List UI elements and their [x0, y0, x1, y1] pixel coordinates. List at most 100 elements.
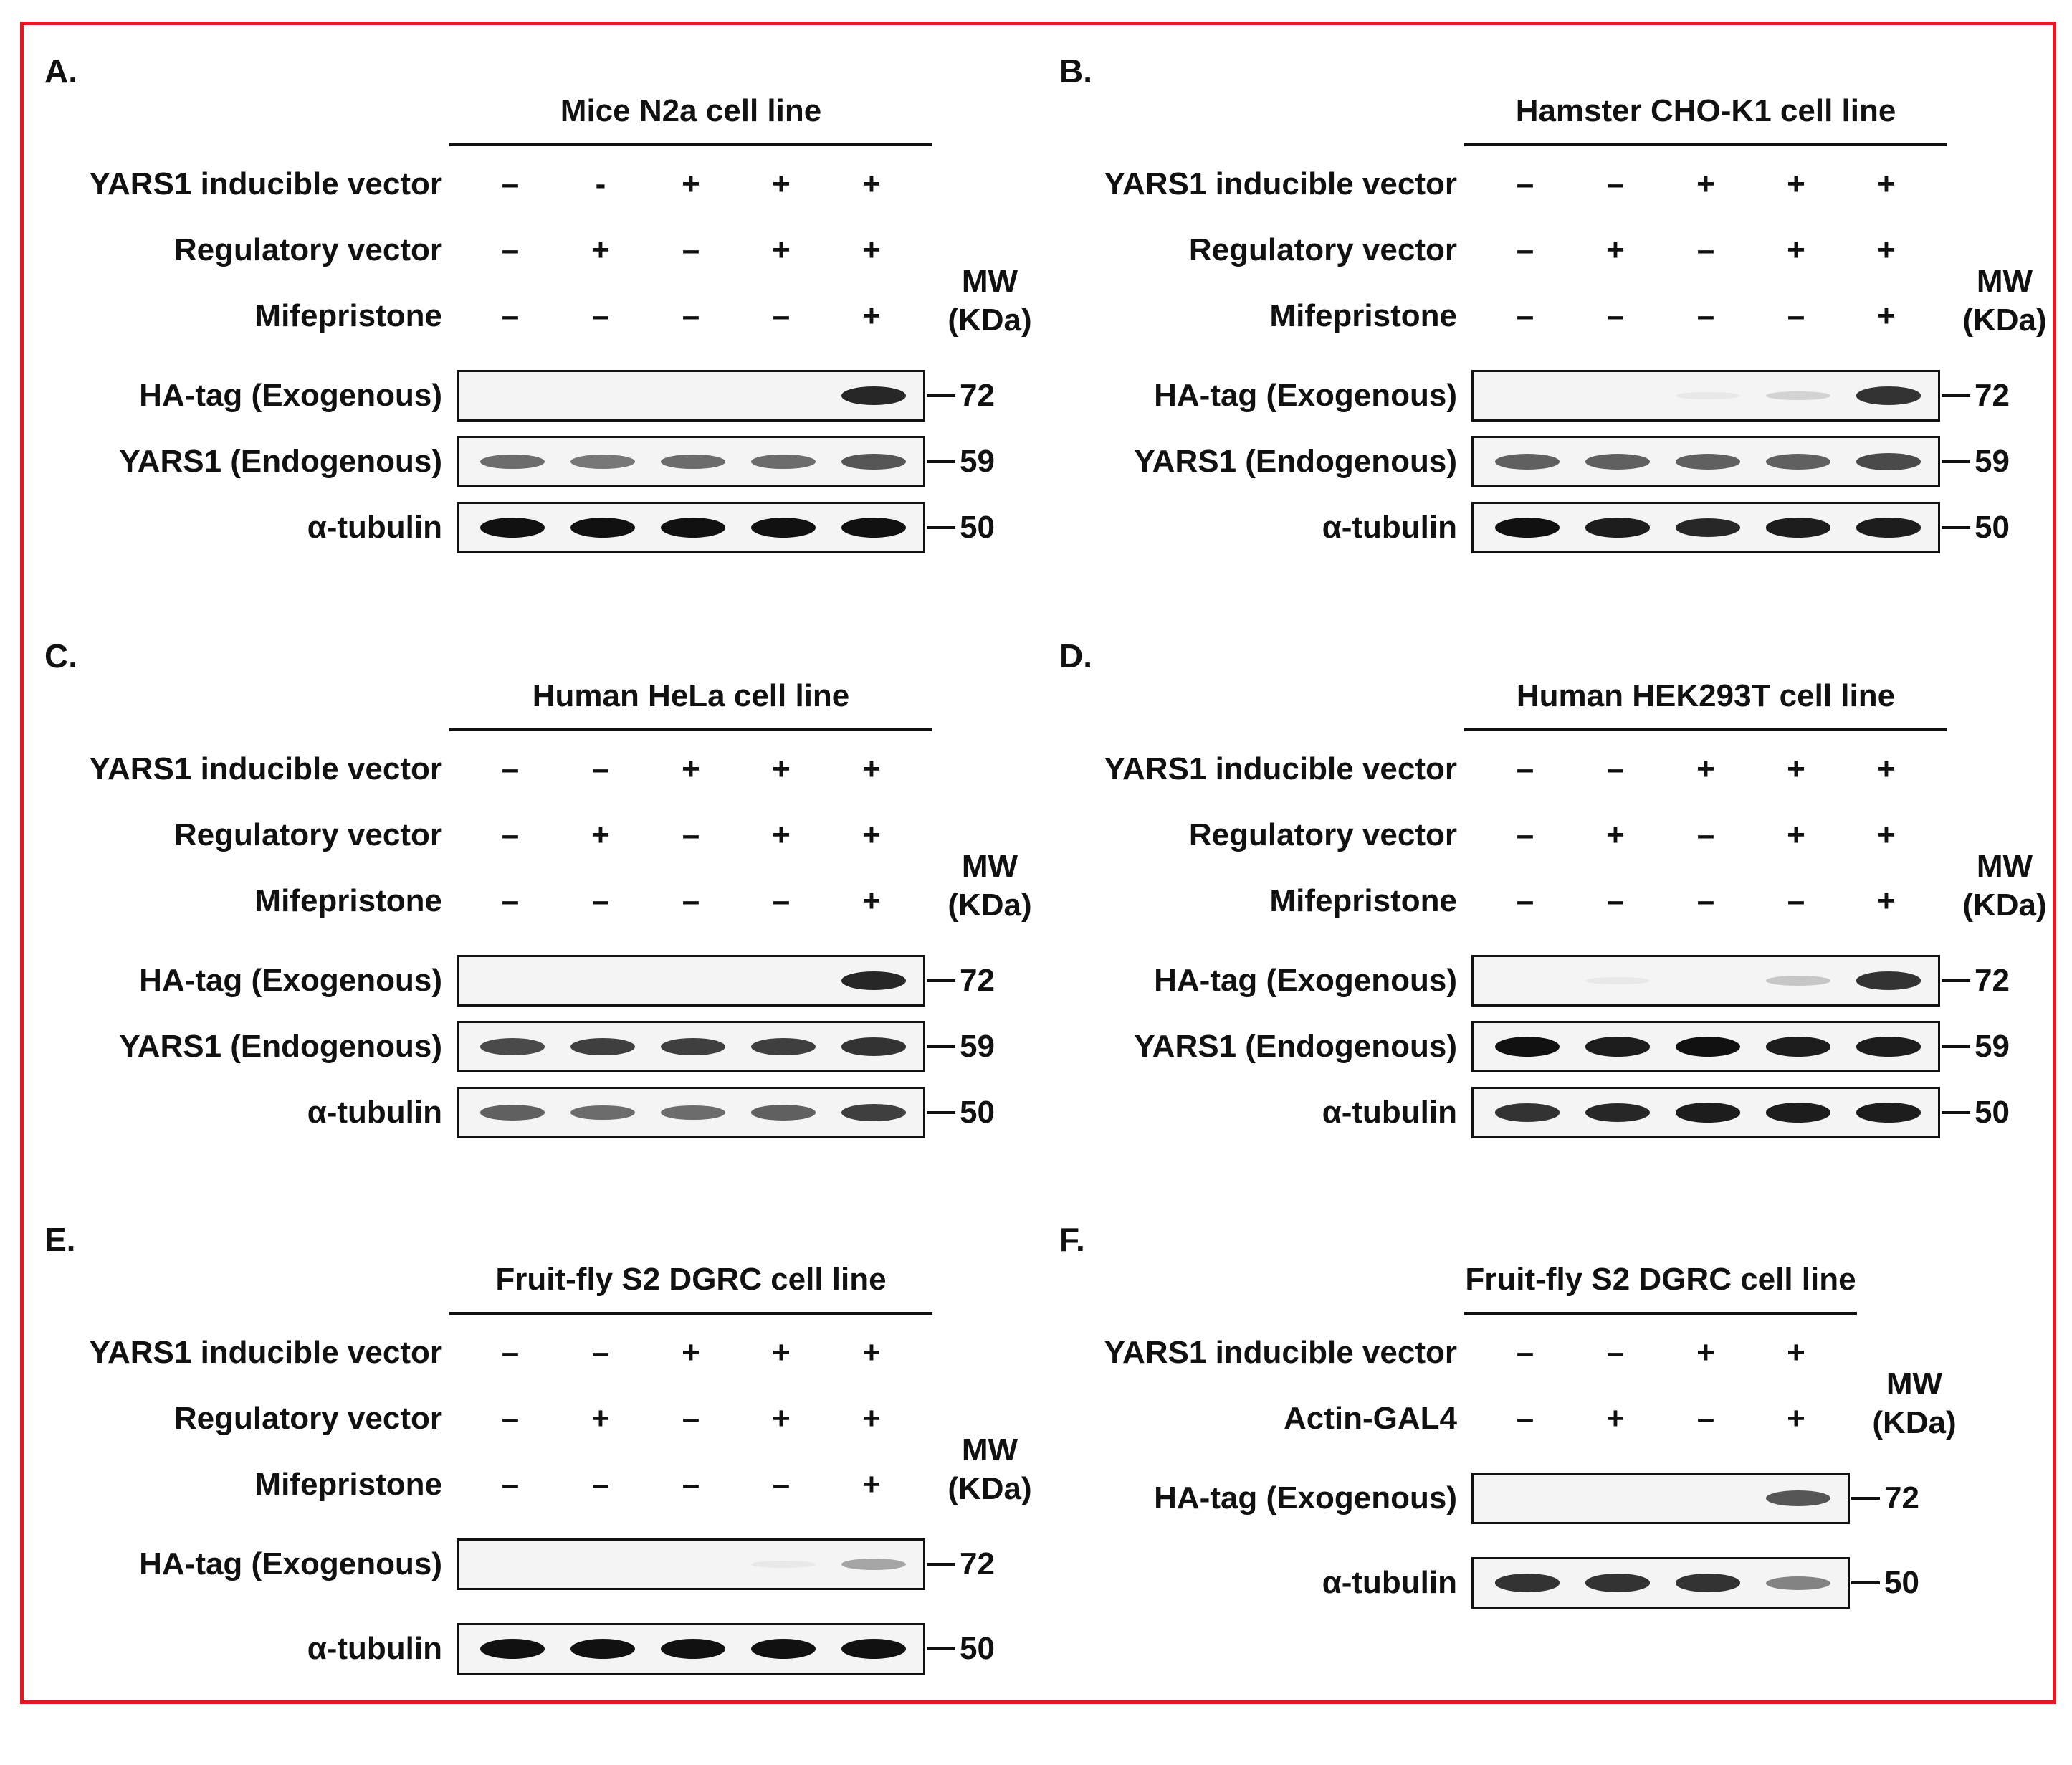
condition-symbol: – — [682, 883, 700, 918]
protein-band — [1495, 1103, 1560, 1122]
condition-symbol: + — [1787, 1335, 1805, 1370]
protein-band — [1856, 386, 1921, 405]
protein-band — [841, 518, 906, 538]
protein-band — [1766, 518, 1830, 538]
protein-band — [841, 1558, 906, 1571]
protein-band — [480, 454, 545, 470]
condition-label: Regulatory vector — [1188, 817, 1457, 852]
protein-band — [1676, 391, 1740, 400]
western-blot-strip — [457, 1021, 925, 1072]
condition-symbol: + — [862, 1335, 881, 1370]
mw-marker-value: 50 — [960, 1631, 995, 1666]
mw-marker-tick — [927, 394, 955, 397]
condition-symbol: + — [1877, 751, 1896, 786]
mw-header: MW (KDa) — [932, 1431, 1047, 1508]
cell-line-title: Mice N2a cell line — [560, 93, 822, 128]
condition-symbol: + — [1787, 1401, 1805, 1436]
condition-symbol: – — [1516, 1401, 1534, 1436]
protein-band — [1856, 453, 1921, 470]
condition-symbol: + — [1877, 232, 1896, 267]
condition-label: Mifepristone — [254, 1467, 442, 1502]
condition-symbol: – — [1516, 883, 1534, 918]
western-blot-strip — [1471, 502, 1940, 553]
condition-symbol: + — [1787, 817, 1805, 852]
western-blot-strip — [457, 502, 925, 553]
condition-symbol: – — [1696, 298, 1715, 333]
condition-symbol: + — [1877, 817, 1896, 852]
protein-band — [1676, 1037, 1740, 1057]
condition-symbol: – — [501, 232, 520, 267]
condition-symbol: + — [682, 1335, 700, 1370]
protein-band — [1585, 976, 1650, 985]
condition-symbol: - — [595, 166, 606, 201]
condition-symbol: + — [862, 751, 881, 786]
protein-band — [661, 1105, 725, 1121]
condition-symbol: + — [591, 1401, 610, 1436]
protein-band — [841, 1639, 906, 1659]
condition-symbol: + — [591, 232, 610, 267]
blot-label: α-tubulin — [307, 510, 442, 545]
blot-label: HA-tag (Exogenous) — [1154, 378, 1457, 413]
mw-marker-tick — [927, 1563, 955, 1566]
title-underline — [449, 143, 932, 146]
condition-symbol: – — [1787, 883, 1805, 918]
condition-symbol: + — [1696, 166, 1715, 201]
condition-symbol: + — [772, 751, 791, 786]
western-blot-strip — [1471, 436, 1940, 487]
mw-marker-value: 72 — [960, 378, 995, 413]
blot-label: YARS1 (Endogenous) — [1134, 444, 1457, 479]
panel-f: F. Fruit-fly S2 DGRC cell line YARS1 induc… — [1059, 1220, 2063, 1765]
condition-symbol: – — [1516, 232, 1534, 267]
protein-band — [570, 1105, 635, 1121]
protein-band — [1495, 518, 1560, 538]
western-blot-strip — [457, 436, 925, 487]
mw-header-line1: MW — [961, 1432, 1018, 1467]
panel-label: C. — [44, 637, 77, 675]
protein-band — [1676, 1574, 1740, 1592]
protein-band — [661, 454, 725, 470]
protein-band — [751, 1105, 816, 1121]
protein-band — [1495, 1037, 1560, 1057]
protein-band — [841, 453, 906, 470]
blot-label: α-tubulin — [1322, 1565, 1457, 1600]
protein-band — [1585, 1574, 1650, 1592]
mw-marker-tick — [927, 1647, 955, 1650]
mw-marker-tick — [927, 1111, 955, 1114]
condition-symbol: + — [772, 166, 791, 201]
condition-symbol: – — [682, 817, 700, 852]
condition-label: Mifepristone — [254, 883, 442, 918]
condition-symbol: – — [591, 1467, 610, 1502]
protein-band — [841, 1103, 906, 1122]
mw-marker-value: 59 — [960, 1029, 995, 1064]
protein-band — [1856, 971, 1921, 990]
mw-marker-tick — [927, 979, 955, 982]
blot-label: HA-tag (Exogenous) — [1154, 1480, 1457, 1516]
condition-symbol: – — [1696, 883, 1715, 918]
condition-symbol: – — [1787, 298, 1805, 333]
mw-marker-tick — [1942, 526, 1970, 529]
title-underline — [449, 1312, 932, 1315]
condition-label: Regulatory vector — [173, 232, 442, 267]
mw-marker-value: 50 — [1975, 1095, 2010, 1130]
mw-marker-value: 50 — [1884, 1565, 1919, 1600]
condition-label: YARS1 inducible vector — [1104, 1335, 1457, 1370]
condition-symbol: – — [1696, 232, 1715, 267]
western-blot-strip — [457, 955, 925, 1007]
protein-band — [570, 455, 635, 469]
condition-symbol: – — [1516, 298, 1534, 333]
mw-header-line1: MW — [961, 264, 1018, 299]
condition-symbol: – — [501, 1335, 520, 1370]
blot-label: α-tubulin — [307, 1631, 442, 1666]
mw-header-line1: MW — [961, 849, 1018, 884]
protein-band — [751, 1560, 816, 1569]
condition-label: Mifepristone — [254, 298, 442, 333]
panel-b: B. Hamster CHO-K1 cell line YARS1 inducibl… — [1059, 52, 2063, 596]
condition-symbol: – — [501, 298, 520, 333]
protein-band — [661, 518, 725, 538]
protein-band — [1676, 454, 1740, 470]
condition-symbol: – — [682, 1467, 700, 1502]
panel-c: C. Human HeLa cell line YARS1 inducible ve… — [44, 637, 1048, 1181]
condition-symbol: + — [862, 166, 881, 201]
panel-label: D. — [1059, 637, 1092, 675]
condition-symbol: – — [772, 883, 791, 918]
